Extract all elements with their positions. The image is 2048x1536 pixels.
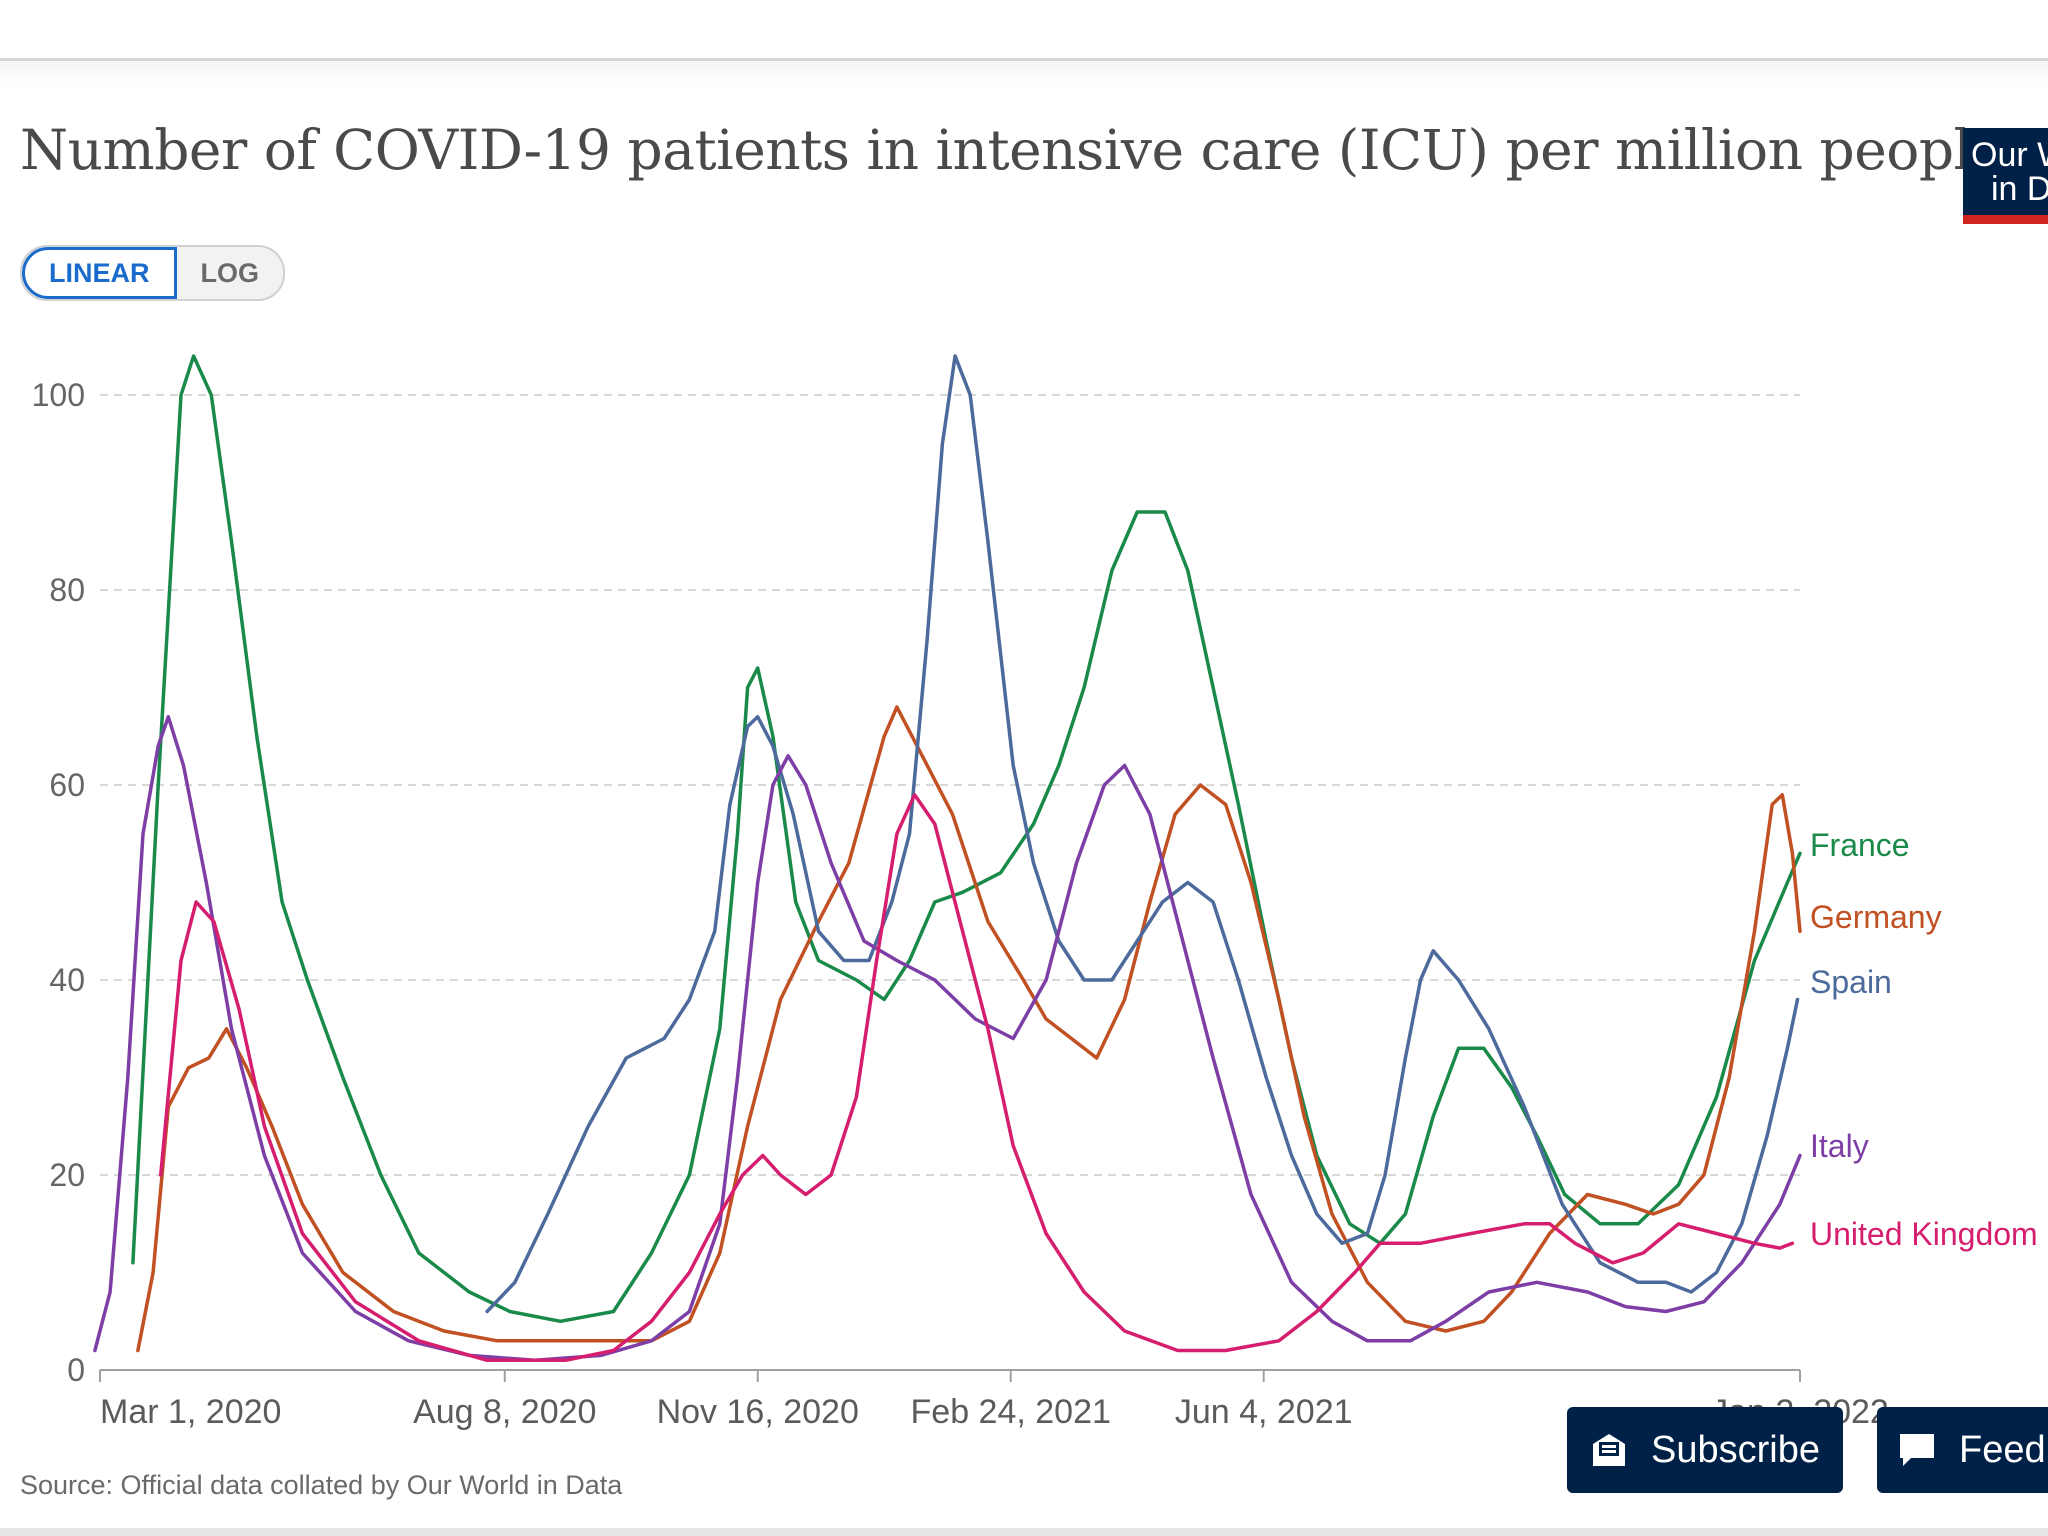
speech-bubble-icon	[1900, 1434, 1934, 1466]
feedback-button[interactable]: Feed	[1877, 1407, 2048, 1493]
feedback-label: Feed	[1959, 1428, 2046, 1471]
series-line-spain	[485, 354, 1800, 1314]
series-line-france	[131, 354, 1802, 1324]
series-label-germany: Germany	[1810, 899, 1942, 935]
y-tick-label: 60	[49, 767, 85, 803]
line-chart[interactable]: 0 20 40 60 80 100 Mar 1, 2020 Aug 8, 2020 Nov 16…	[0, 320, 2048, 1440]
series-label-spain: Spain	[1810, 964, 1892, 1000]
y-tick-label: 20	[49, 1157, 85, 1193]
chart-title: Number of COVID-19 patients in intensive…	[20, 118, 2003, 182]
top-divider	[0, 61, 2048, 85]
series-line-united-kingdom	[158, 793, 1795, 1363]
series-label-united-kingdom: United Kingdom	[1810, 1216, 2038, 1252]
subscribe-button[interactable]: Subscribe	[1567, 1407, 1843, 1493]
logo-line-1: Our W	[1971, 136, 2048, 174]
scale-toggle[interactable]: LINEAR LOG	[20, 245, 285, 301]
bottom-strip	[0, 1528, 2048, 1536]
y-tick-label: 100	[32, 377, 85, 413]
linear-scale-button[interactable]: LINEAR	[22, 247, 177, 299]
newsletter-icon	[1593, 1434, 1625, 1466]
subscribe-label: Subscribe	[1651, 1428, 1820, 1471]
x-tick-label: Jun 4, 2021	[1175, 1393, 1353, 1431]
series-label-italy: Italy	[1810, 1128, 1869, 1164]
x-tick-label: Feb 24, 2021	[911, 1393, 1111, 1431]
y-tick-label: 0	[67, 1352, 85, 1388]
series-line-italy	[93, 715, 1802, 1363]
logo-line-2: in D	[1991, 170, 2048, 208]
owid-logo[interactable]: Our W in D	[1963, 128, 2048, 224]
x-tick-label: Aug 8, 2020	[413, 1393, 596, 1431]
x-tick-label: Nov 16, 2020	[657, 1393, 859, 1431]
browser-top-bar	[0, 0, 2048, 61]
x-tick-label: Mar 1, 2020	[100, 1393, 281, 1431]
series-line-germany	[136, 705, 1802, 1353]
y-tick-label: 80	[49, 572, 85, 608]
log-scale-button[interactable]: LOG	[200, 258, 260, 288]
y-tick-label: 40	[49, 962, 85, 998]
series-label-france: France	[1810, 827, 1910, 863]
source-note: Source: Official data collated by Our Wo…	[20, 1470, 623, 1500]
